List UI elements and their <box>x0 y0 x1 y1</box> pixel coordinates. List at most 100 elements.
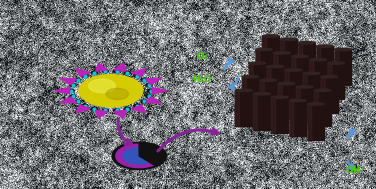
Circle shape <box>147 89 153 92</box>
Circle shape <box>74 78 80 81</box>
Polygon shape <box>278 83 282 119</box>
Circle shape <box>91 107 97 110</box>
Ellipse shape <box>235 89 252 91</box>
Circle shape <box>301 74 324 86</box>
Polygon shape <box>132 69 146 76</box>
Circle shape <box>276 84 299 96</box>
Ellipse shape <box>253 93 270 95</box>
Polygon shape <box>152 88 167 94</box>
Circle shape <box>134 104 140 107</box>
Polygon shape <box>267 66 271 102</box>
Polygon shape <box>310 60 326 96</box>
Circle shape <box>146 84 152 87</box>
Polygon shape <box>280 39 297 75</box>
Circle shape <box>70 95 76 98</box>
Wedge shape <box>139 142 166 166</box>
Polygon shape <box>242 76 246 113</box>
Polygon shape <box>292 56 296 92</box>
Circle shape <box>252 95 274 106</box>
Polygon shape <box>96 110 108 118</box>
Ellipse shape <box>285 69 302 71</box>
Circle shape <box>79 75 143 107</box>
Circle shape <box>114 109 120 112</box>
Polygon shape <box>299 43 315 79</box>
Circle shape <box>89 79 115 93</box>
Circle shape <box>112 142 166 170</box>
Circle shape <box>315 93 324 97</box>
Ellipse shape <box>303 72 320 74</box>
Ellipse shape <box>296 86 313 88</box>
Ellipse shape <box>271 96 288 98</box>
Ellipse shape <box>256 48 272 51</box>
Polygon shape <box>96 63 108 71</box>
Polygon shape <box>114 63 126 71</box>
Circle shape <box>114 70 120 73</box>
Circle shape <box>124 71 130 74</box>
Polygon shape <box>317 46 333 82</box>
Ellipse shape <box>274 52 290 54</box>
Polygon shape <box>317 46 321 82</box>
Polygon shape <box>76 69 90 76</box>
Polygon shape <box>310 59 314 96</box>
Circle shape <box>146 95 152 98</box>
Polygon shape <box>256 49 260 85</box>
Polygon shape <box>249 63 265 99</box>
Ellipse shape <box>314 89 331 91</box>
Circle shape <box>290 103 299 108</box>
Ellipse shape <box>260 79 277 81</box>
Polygon shape <box>146 97 161 103</box>
Ellipse shape <box>310 59 326 61</box>
Circle shape <box>312 91 335 103</box>
Polygon shape <box>262 36 279 72</box>
Polygon shape <box>114 110 126 118</box>
Ellipse shape <box>299 42 315 44</box>
Circle shape <box>141 78 147 81</box>
Ellipse shape <box>280 38 297 40</box>
Circle shape <box>268 69 277 74</box>
Circle shape <box>134 74 140 77</box>
Circle shape <box>279 86 288 91</box>
Circle shape <box>263 112 285 123</box>
Polygon shape <box>61 97 76 103</box>
Polygon shape <box>76 105 90 113</box>
Polygon shape <box>235 90 252 126</box>
Ellipse shape <box>290 99 306 102</box>
Polygon shape <box>260 80 264 116</box>
Circle shape <box>141 100 147 103</box>
Polygon shape <box>242 77 259 113</box>
Ellipse shape <box>335 48 351 51</box>
Polygon shape <box>146 78 161 84</box>
Polygon shape <box>335 49 339 85</box>
Polygon shape <box>274 53 290 89</box>
Circle shape <box>254 96 263 101</box>
Polygon shape <box>249 63 253 99</box>
Polygon shape <box>253 94 270 130</box>
Text: O₂: O₂ <box>196 52 208 61</box>
Ellipse shape <box>292 55 308 57</box>
Polygon shape <box>314 90 331 126</box>
Polygon shape <box>285 70 302 106</box>
Circle shape <box>68 89 74 92</box>
Ellipse shape <box>328 62 344 64</box>
Circle shape <box>288 101 310 113</box>
Ellipse shape <box>278 82 295 85</box>
Circle shape <box>124 107 130 110</box>
Polygon shape <box>308 104 324 140</box>
Polygon shape <box>335 50 351 85</box>
Polygon shape <box>296 86 300 123</box>
Polygon shape <box>314 90 318 126</box>
Circle shape <box>102 109 108 112</box>
Circle shape <box>265 67 288 79</box>
Polygon shape <box>262 35 267 72</box>
Text: OH⁻: OH⁻ <box>345 166 365 175</box>
Circle shape <box>70 84 76 87</box>
Wedge shape <box>116 144 154 168</box>
Polygon shape <box>308 103 312 140</box>
Polygon shape <box>292 56 308 92</box>
Polygon shape <box>303 73 307 109</box>
Polygon shape <box>290 100 294 136</box>
Polygon shape <box>256 50 272 85</box>
Polygon shape <box>290 101 306 136</box>
Ellipse shape <box>321 76 338 78</box>
Wedge shape <box>123 148 147 164</box>
